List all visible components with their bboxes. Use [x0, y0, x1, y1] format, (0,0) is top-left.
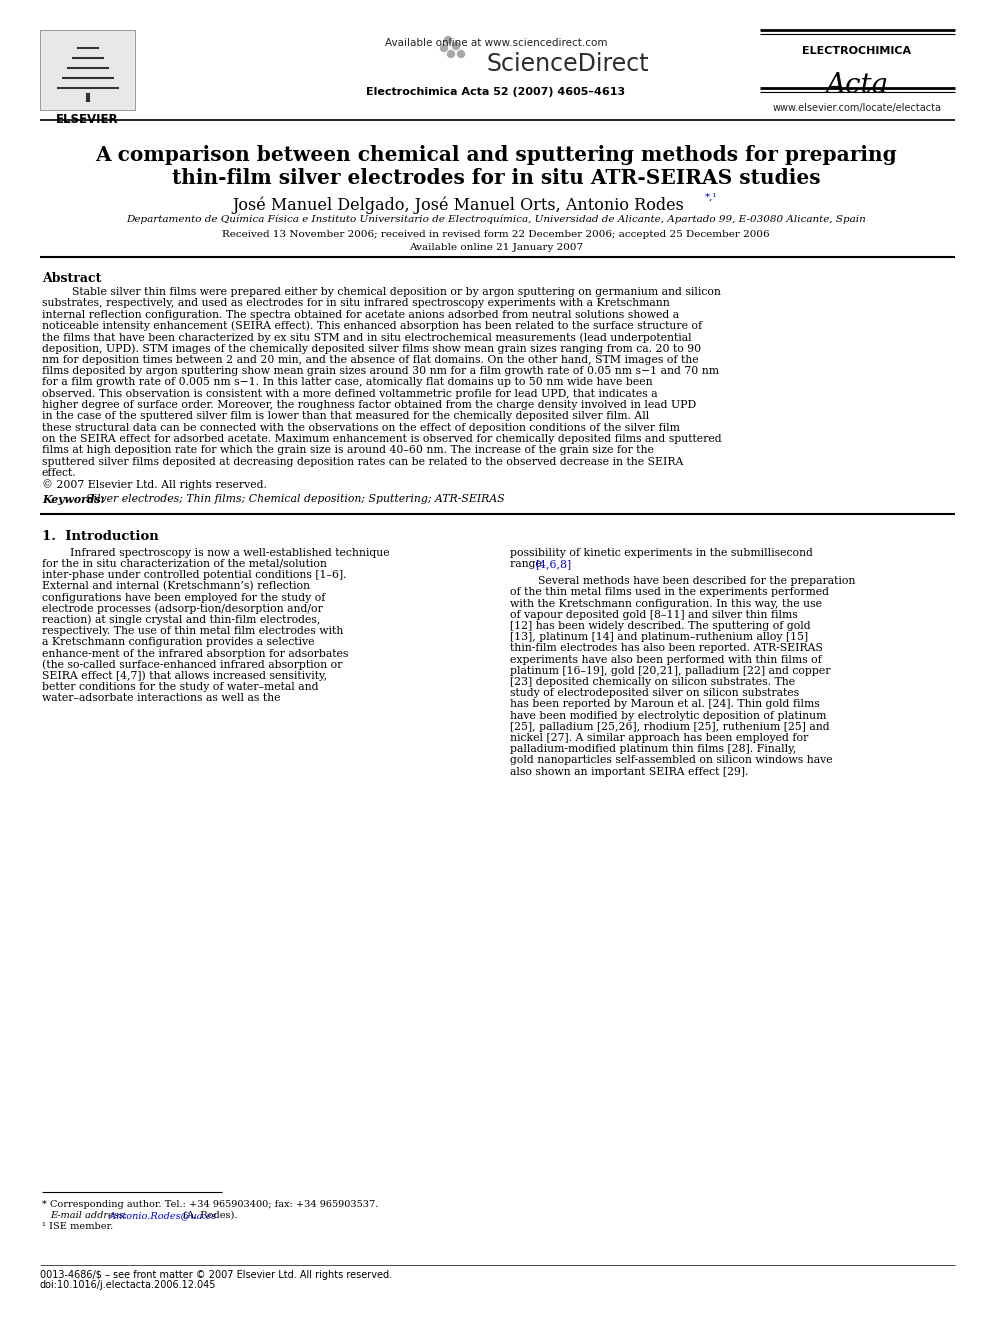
Text: these structural data can be connected with the observations on the effect of de: these structural data can be connected w… — [42, 422, 680, 433]
Text: with the Kretschmann configuration. In this way, the use: with the Kretschmann configuration. In t… — [511, 598, 822, 609]
Text: sputtered silver films deposited at decreasing deposition rates can be related t: sputtered silver films deposited at decr… — [42, 456, 683, 467]
Text: A comparison between chemical and sputtering methods for preparing: A comparison between chemical and sputte… — [95, 146, 897, 165]
Text: nickel [27]. A similar approach has been employed for: nickel [27]. A similar approach has been… — [511, 733, 808, 744]
Text: Infrared spectroscopy is now a well-established technique: Infrared spectroscopy is now a well-esta… — [70, 548, 390, 558]
Bar — [40, 30, 135, 110]
Text: platinum [16–19], gold [20,21], palladium [22] and copper: platinum [16–19], gold [20,21], palladiu… — [511, 665, 831, 676]
Text: observed. This observation is consistent with a more defined voltammetric profil: observed. This observation is consistent… — [42, 389, 658, 398]
Text: gold nanoparticles self-assembled on silicon windows have: gold nanoparticles self-assembled on sil… — [511, 755, 833, 765]
Text: [13], platinum [14] and platinum–ruthenium alloy [15]: [13], platinum [14] and platinum–rutheni… — [511, 632, 808, 642]
Text: of the thin metal films used in the experiments performed: of the thin metal films used in the expe… — [511, 587, 829, 597]
Text: Received 13 November 2006; received in revised form 22 December 2006; accepted 2: Received 13 November 2006; received in r… — [222, 230, 770, 239]
Text: range: range — [511, 558, 546, 569]
Text: possibility of kinetic experiments in the submillisecond: possibility of kinetic experiments in th… — [511, 548, 813, 558]
Text: José Manuel Delgado, José Manuel Orts, Antonio Rodes: José Manuel Delgado, José Manuel Orts, A… — [232, 197, 689, 214]
Text: Available online at www.sciencedirect.com: Available online at www.sciencedirect.co… — [385, 38, 607, 48]
Text: configurations have been employed for the study of: configurations have been employed for th… — [42, 593, 325, 602]
Text: ¹ ISE member.: ¹ ISE member. — [42, 1222, 113, 1230]
Text: Available online 21 January 2007: Available online 21 January 2007 — [409, 243, 583, 251]
Text: films at high deposition rate for which the grain size is around 40–60 nm. The i: films at high deposition rate for which … — [42, 446, 654, 455]
Text: nm for deposition times between 2 and 20 min, and the absence of flat domains. O: nm for deposition times between 2 and 20… — [42, 355, 698, 365]
Text: Keywords:: Keywords: — [42, 495, 104, 505]
Text: reaction) at single crystal and thin-film electrodes,: reaction) at single crystal and thin-fil… — [42, 615, 320, 626]
Text: the films that have been characterized by ex situ STM and in situ electrochemica: the films that have been characterized b… — [42, 332, 691, 343]
Text: inter-phase under controlled potential conditions [1–6].: inter-phase under controlled potential c… — [42, 570, 346, 579]
Text: .: . — [564, 558, 567, 569]
Text: ScienceDirect: ScienceDirect — [486, 52, 649, 75]
Text: [12] has been widely described. The sputtering of gold: [12] has been widely described. The sput… — [511, 620, 811, 631]
Circle shape — [457, 50, 464, 57]
Circle shape — [440, 45, 447, 52]
Text: noticeable intensity enhancement (SEIRA effect). This enhanced absorption has be: noticeable intensity enhancement (SEIRA … — [42, 321, 702, 332]
Text: [4,6,8]: [4,6,8] — [536, 558, 571, 569]
Text: study of electrodeposited silver on silicon substrates: study of electrodeposited silver on sili… — [511, 688, 800, 699]
Text: (A. Rodes).: (A. Rodes). — [180, 1211, 237, 1220]
Circle shape — [444, 37, 451, 44]
Text: Acta: Acta — [825, 71, 889, 99]
Text: Several methods have been described for the preparation: Several methods have been described for … — [539, 576, 856, 586]
Text: 1.  Introduction: 1. Introduction — [42, 529, 159, 542]
Text: * Corresponding author. Tel.: +34 965903400; fax: +34 965903537.: * Corresponding author. Tel.: +34 965903… — [42, 1200, 378, 1209]
Text: www.elsevier.com/locate/electacta: www.elsevier.com/locate/electacta — [773, 103, 941, 112]
Text: ELSEVIER: ELSEVIER — [57, 112, 119, 126]
Text: Electrochimica Acta 52 (2007) 4605–4613: Electrochimica Acta 52 (2007) 4605–4613 — [366, 87, 626, 97]
Text: 0013-4686/$ – see front matter © 2007 Elsevier Ltd. All rights reserved.: 0013-4686/$ – see front matter © 2007 El… — [40, 1270, 392, 1279]
Text: Abstract: Abstract — [42, 273, 101, 284]
Text: deposition, UPD). STM images of the chemically deposited silver films show mean : deposition, UPD). STM images of the chem… — [42, 344, 701, 355]
Text: (the so-called surface-enhanced infrared absorption or: (the so-called surface-enhanced infrared… — [42, 660, 342, 671]
Text: Stable silver thin films were prepared either by chemical deposition or by argon: Stable silver thin films were prepared e… — [72, 287, 721, 296]
Text: thin-film electrodes has also been reported. ATR-SEIRAS: thin-film electrodes has also been repor… — [511, 643, 823, 654]
Text: ELECTROCHIMICA: ELECTROCHIMICA — [803, 46, 912, 56]
Text: thin-film silver electrodes for in situ ATR-SEIRAS studies: thin-film silver electrodes for in situ … — [172, 168, 820, 188]
Text: doi:10.1016/j.electacta.2006.12.045: doi:10.1016/j.electacta.2006.12.045 — [40, 1279, 216, 1290]
Circle shape — [452, 42, 459, 49]
Text: External and internal (Kretschmann’s) reflection: External and internal (Kretschmann’s) re… — [42, 581, 310, 591]
Text: © 2007 Elsevier Ltd. All rights reserved.: © 2007 Elsevier Ltd. All rights reserved… — [42, 479, 267, 490]
Text: E-mail address:: E-mail address: — [50, 1211, 127, 1220]
Text: respectively. The use of thin metal film electrodes with: respectively. The use of thin metal film… — [42, 626, 343, 636]
Text: higher degree of surface order. Moreover, the roughness factor obtained from the: higher degree of surface order. Moreover… — [42, 400, 696, 410]
Text: Silver electrodes; Thin films; Chemical deposition; Sputtering; ATR-SEIRAS: Silver electrodes; Thin films; Chemical … — [79, 495, 505, 504]
Text: substrates, respectively, and used as electrodes for in situ infrared spectrosco: substrates, respectively, and used as el… — [42, 298, 670, 308]
Text: Antonio.Rodes@ua.es: Antonio.Rodes@ua.es — [105, 1211, 216, 1220]
Text: films deposited by argon sputtering show mean grain sizes around 30 nm for a fil: films deposited by argon sputtering show… — [42, 366, 719, 376]
Text: water–adsorbate interactions as well as the: water–adsorbate interactions as well as … — [42, 693, 281, 704]
Text: in the case of the sputtered silver film is lower than that measured for the che: in the case of the sputtered silver film… — [42, 411, 649, 421]
Text: also shown an important SEIRA effect [29].: also shown an important SEIRA effect [29… — [511, 766, 749, 777]
Text: of vapour deposited gold [8–11] and silver thin films: of vapour deposited gold [8–11] and silv… — [511, 610, 799, 619]
Text: enhance-ment of the infrared absorption for adsorbates: enhance-ment of the infrared absorption … — [42, 648, 348, 659]
Circle shape — [447, 50, 454, 57]
Text: better conditions for the study of water–metal and: better conditions for the study of water… — [42, 683, 318, 692]
Text: *,¹: *,¹ — [705, 193, 717, 202]
Text: effect.: effect. — [42, 468, 76, 478]
Text: Departamento de Química Física e Instituto Universitario de Electroquímica, Univ: Departamento de Química Física e Institu… — [126, 216, 866, 225]
Text: [25], palladium [25,26], rhodium [25], ruthenium [25] and: [25], palladium [25,26], rhodium [25], r… — [511, 722, 830, 732]
Text: a Kretschmann configuration provides a selective: a Kretschmann configuration provides a s… — [42, 638, 314, 647]
Text: for the in situ characterization of the metal/solution: for the in situ characterization of the … — [42, 558, 327, 569]
Text: for a film growth rate of 0.005 nm s−1. In this latter case, atomically flat dom: for a film growth rate of 0.005 nm s−1. … — [42, 377, 653, 388]
Text: internal reflection configuration. The spectra obtained for acetate anions adsor: internal reflection configuration. The s… — [42, 310, 680, 320]
Text: has been reported by Maroun et al. [24]. Thin gold films: has been reported by Maroun et al. [24].… — [511, 700, 820, 709]
Text: experiments have also been performed with thin films of: experiments have also been performed wit… — [511, 655, 822, 664]
Text: electrode processes (adsorp-tion/desorption and/or: electrode processes (adsorp-tion/desorpt… — [42, 603, 322, 614]
Text: [23] deposited chemically on silicon substrates. The: [23] deposited chemically on silicon sub… — [511, 677, 796, 687]
Text: SEIRA effect [4,7]) that allows increased sensitivity,: SEIRA effect [4,7]) that allows increase… — [42, 671, 327, 681]
Text: palladium-modified platinum thin films [28]. Finally,: palladium-modified platinum thin films [… — [511, 744, 797, 754]
Text: on the SEIRA effect for adsorbed acetate. Maximum enhancement is observed for ch: on the SEIRA effect for adsorbed acetate… — [42, 434, 721, 445]
Text: have been modified by electrolytic deposition of platinum: have been modified by electrolytic depos… — [511, 710, 827, 721]
